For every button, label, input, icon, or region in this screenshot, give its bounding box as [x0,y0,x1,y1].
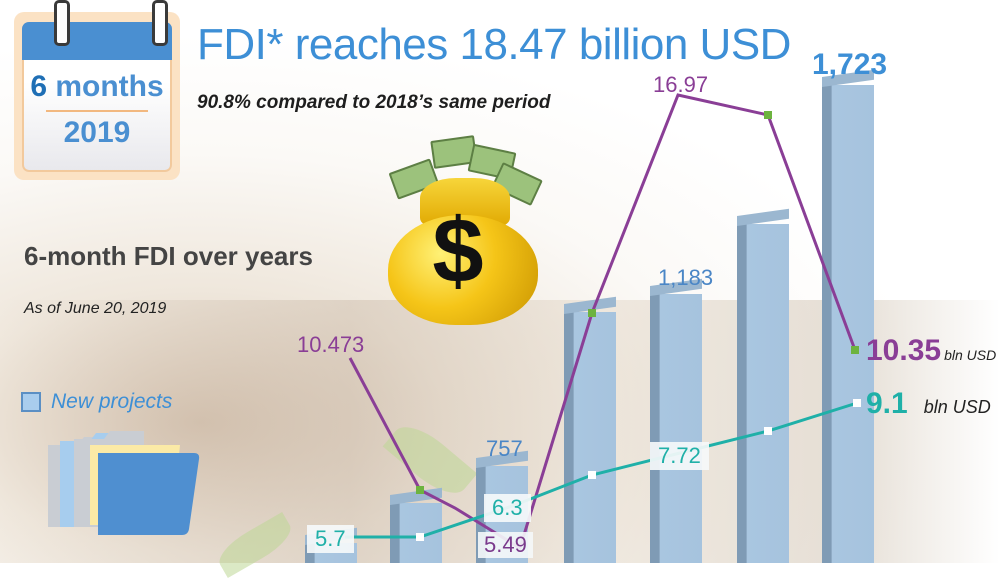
bar-4 [564,312,616,563]
disbursed-end-label: 9.1 bln USD [866,387,991,420]
period-label: 6 months [30,70,164,103]
line-series [345,93,861,551]
page-subtitle: 90.8% compared to 2018’s same period [197,92,551,113]
legend-label: New projects [51,390,173,413]
chart-date-note: As of June 20, 2019 [24,300,167,317]
disbursed-value-label: 5.7 [307,525,354,553]
folders-icon [48,431,200,535]
registered-end-label: 10.35 bln USD [866,334,997,367]
page-title: FDI* reaches 18.47 billion USD [197,20,791,69]
bar-value-label: 1,183 [658,265,714,290]
bar-value-label: 1,723 [812,48,888,81]
period-year: 2019 [63,116,131,149]
legend: New projects [21,390,172,414]
bar-value-label: 757 [486,436,523,461]
disbursed-value-label: 7.72 [650,442,709,470]
registered-value-label: 10.473 [297,332,365,357]
registered-value-label: 5.49 [478,532,533,558]
bar-7 [822,85,874,563]
bar-5 [650,294,702,563]
calendar-icon: 6 months 2019 [14,0,180,180]
legend-swatch [21,392,41,412]
disbursed-value-label: 6.3 [484,494,531,522]
bar-chart [0,0,1000,563]
registered-value-label: 16.97 [653,72,709,97]
chart-title: 6-month FDI over years [24,241,313,271]
bar-6 [737,224,789,563]
